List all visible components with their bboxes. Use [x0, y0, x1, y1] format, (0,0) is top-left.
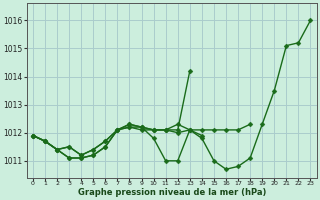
X-axis label: Graphe pression niveau de la mer (hPa): Graphe pression niveau de la mer (hPa) [77, 188, 266, 197]
